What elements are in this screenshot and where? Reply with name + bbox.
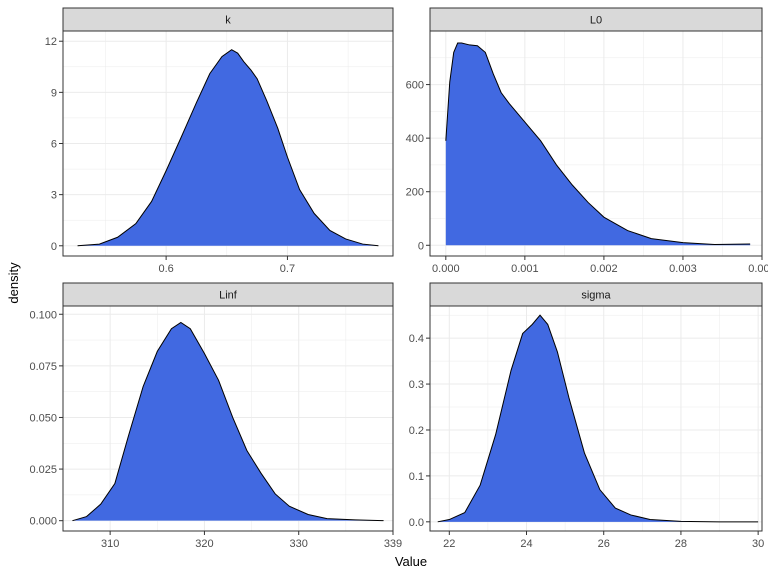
density-curve-k (77, 49, 379, 247)
x-tick-label: 26 (598, 538, 610, 550)
y-tick-label: 0.3 (409, 379, 424, 391)
y-axis-title: density (6, 262, 21, 304)
strip-label-k: k (225, 15, 231, 27)
panel-border-sigma (429, 305, 763, 532)
strip-label-l0: L0 (590, 15, 602, 27)
x-tick-label: 22 (443, 538, 455, 550)
x-tick-label: 28 (675, 538, 687, 550)
density-area-sigma (437, 315, 759, 522)
x-tick-label: 0.003 (669, 263, 697, 275)
facet-k: k 0.6 0.7 0 3 6 9 12 (45, 7, 394, 275)
facet-l0: L0 0.000 0.001 0.002 0.003 0.004 0 200 400 600 (406, 7, 768, 275)
y-tick-label: 0.4 (409, 333, 424, 345)
density-area-linf (72, 322, 384, 521)
x-tick-label: 320 (195, 538, 213, 550)
strip-label-linf: Linf (219, 290, 238, 302)
facet-linf: Linf 310 320 330 339 0.000 0.025 0.050 0.075 0.10… (29, 282, 402, 550)
density-curve-l0 (445, 42, 751, 245)
y-tick-label: 0.075 (29, 361, 57, 373)
y-tick-label: 0 (51, 241, 57, 253)
y-tick-label: 0.0 (409, 517, 424, 529)
y-tick-label: 200 (406, 187, 424, 199)
y-tick-label: 9 (51, 87, 57, 99)
facet-sigma: sigma 22 24 26 28 30 0.0 0.1 0.2 0.3 0.4 (409, 282, 764, 550)
y-tick-label: 0 (418, 240, 424, 252)
density-area-l0 (445, 43, 751, 246)
x-tick-label: 30 (752, 538, 764, 550)
panel-border-l0 (429, 30, 763, 257)
x-tick-label: 24 (520, 538, 532, 550)
x-tick-label: 0.7 (280, 263, 295, 275)
y-tick-label: 0.050 (29, 412, 57, 424)
x-tick-label: 0.000 (432, 263, 460, 275)
y-tick-label: 0.000 (29, 516, 57, 528)
x-tick-label: 0.001 (511, 263, 539, 275)
x-tick-label: 310 (101, 538, 119, 550)
y-tick-label: 6 (51, 139, 57, 151)
x-tick-label: 0.6 (158, 263, 173, 275)
y-tick-label: 0.025 (29, 464, 57, 476)
x-tick-label: 0.002 (590, 263, 618, 275)
x-tick-label: 0.004 (748, 263, 768, 275)
y-tick-label: 600 (406, 80, 424, 92)
y-tick-label: 0.100 (29, 309, 57, 321)
density-curve-linf (72, 321, 384, 522)
density-area-k (77, 49, 379, 246)
y-tick-label: 0.1 (409, 471, 424, 483)
y-tick-label: 400 (406, 133, 424, 145)
x-tick-label: 330 (290, 538, 308, 550)
y-tick-label: 3 (51, 190, 57, 202)
y-tick-label: 0.2 (409, 425, 424, 437)
x-axis-title: Value (395, 554, 427, 569)
panel-border-linf (62, 305, 394, 532)
x-tick-label: 339 (384, 538, 402, 550)
y-tick-label: 12 (45, 36, 57, 48)
strip-label-sigma: sigma (581, 290, 611, 302)
facets-layer: k0.60.7036912L00.0000.0010.0020.0030.004… (29, 7, 768, 550)
density-curve-sigma (437, 314, 759, 523)
